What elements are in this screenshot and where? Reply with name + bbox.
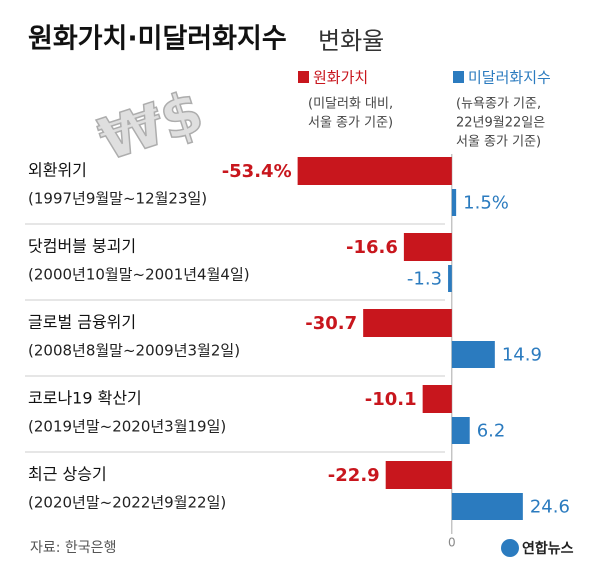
bar	[297, 157, 452, 185]
value-label: -1.3	[407, 269, 442, 290]
bar	[385, 461, 452, 489]
legend-note: (미달러화 대비,	[308, 97, 393, 112]
bar	[451, 189, 457, 216]
category-period: (2008년8월말~2009년3월2일)	[28, 342, 240, 360]
value-label: -53.4%	[222, 161, 292, 182]
legend-note: 서울 종가 기준)	[456, 135, 541, 150]
source: 자료: 한국은행	[30, 540, 116, 556]
bar	[403, 233, 452, 261]
value-label: 24.6	[530, 497, 570, 518]
legend-swatch	[453, 71, 464, 83]
legend-note: 22년9월22일은	[456, 116, 545, 131]
chart-title: 원화가치·미달러화지수	[28, 24, 287, 55]
logo-icon	[501, 539, 519, 557]
bar	[451, 493, 523, 520]
value-label: -10.1	[365, 389, 417, 410]
bar	[448, 265, 452, 292]
category-period: (2019년말~2020년3월19일)	[28, 418, 226, 436]
category-label: 코로나19 확산기	[28, 389, 142, 408]
legend-label: 원화가치	[313, 69, 368, 87]
bar	[363, 309, 452, 337]
legend-note: 서울 종가 기준)	[308, 116, 393, 131]
category-label: 최근 상승기	[28, 465, 107, 484]
category-period: (1997년9월말~12월23일)	[28, 190, 207, 208]
category-period: (2020년말~2022년9월22일)	[28, 494, 226, 512]
category-label: 닷컴버블 붕괴기	[28, 237, 136, 256]
value-label: -22.9	[328, 465, 380, 486]
bar	[451, 417, 470, 444]
value-label: 6.2	[477, 421, 506, 442]
category-period: (2000년10월말~2001년4월4일)	[28, 266, 250, 284]
value-label: 14.9	[502, 345, 542, 366]
x-tick-label: 0	[448, 536, 456, 550]
value-label: 1.5%	[463, 193, 509, 214]
legend-label: 미달러화지수	[468, 69, 551, 87]
value-label: -16.6	[346, 237, 398, 258]
chart-title-suffix: 변화율	[318, 27, 384, 55]
logo: 연합뉴스	[522, 540, 574, 557]
value-label: -30.7	[305, 313, 357, 334]
legend-swatch	[298, 71, 309, 83]
legend-note: (뉴욕종가 기준,	[456, 97, 541, 112]
category-label: 외환위기	[28, 161, 87, 180]
bar	[422, 385, 452, 413]
category-label: 글로벌 금융위기	[28, 313, 136, 332]
bar	[451, 341, 495, 368]
